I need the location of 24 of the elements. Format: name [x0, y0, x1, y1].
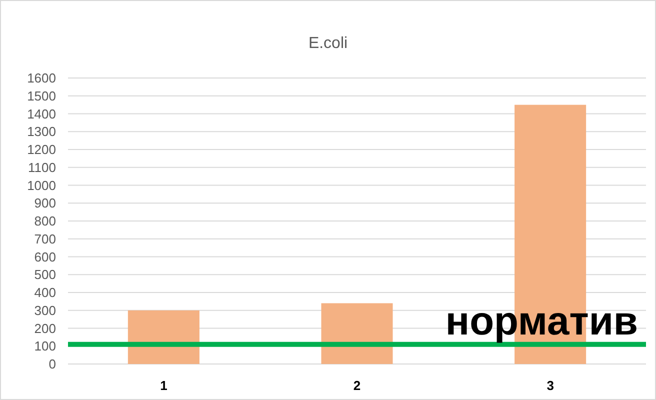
- x-tick-label: 2: [353, 378, 361, 393]
- y-tick-label: 1600: [27, 70, 56, 86]
- y-tick-label: 1300: [27, 124, 56, 140]
- y-tick-label: 800: [34, 214, 56, 229]
- chart-title: E.coli: [308, 35, 348, 52]
- x-tick-label: 3: [546, 378, 554, 393]
- x-tick-label: 1: [160, 378, 168, 393]
- y-tick-label: 1000: [27, 178, 56, 193]
- y-tick-label: 700: [34, 231, 56, 246]
- y-tick-label: 100: [34, 338, 56, 354]
- bar: [321, 303, 393, 364]
- y-tick-label: 900: [34, 196, 56, 211]
- y-tick-label: 600: [34, 249, 56, 264]
- bar: [128, 310, 200, 364]
- y-tick-label: 1100: [28, 160, 56, 175]
- y-tick-label: 1500: [27, 88, 56, 104]
- y-tick-label: 300: [34, 302, 56, 318]
- y-tick-label: 1200: [27, 142, 56, 158]
- y-tick-label: 0: [48, 356, 56, 372]
- y-tick-label: 200: [34, 320, 56, 336]
- y-tick-label: 1400: [27, 106, 56, 122]
- y-tick-label: 500: [34, 267, 56, 282]
- ref-line-label: норматив: [445, 299, 638, 344]
- y-tick-label: 400: [34, 285, 56, 300]
